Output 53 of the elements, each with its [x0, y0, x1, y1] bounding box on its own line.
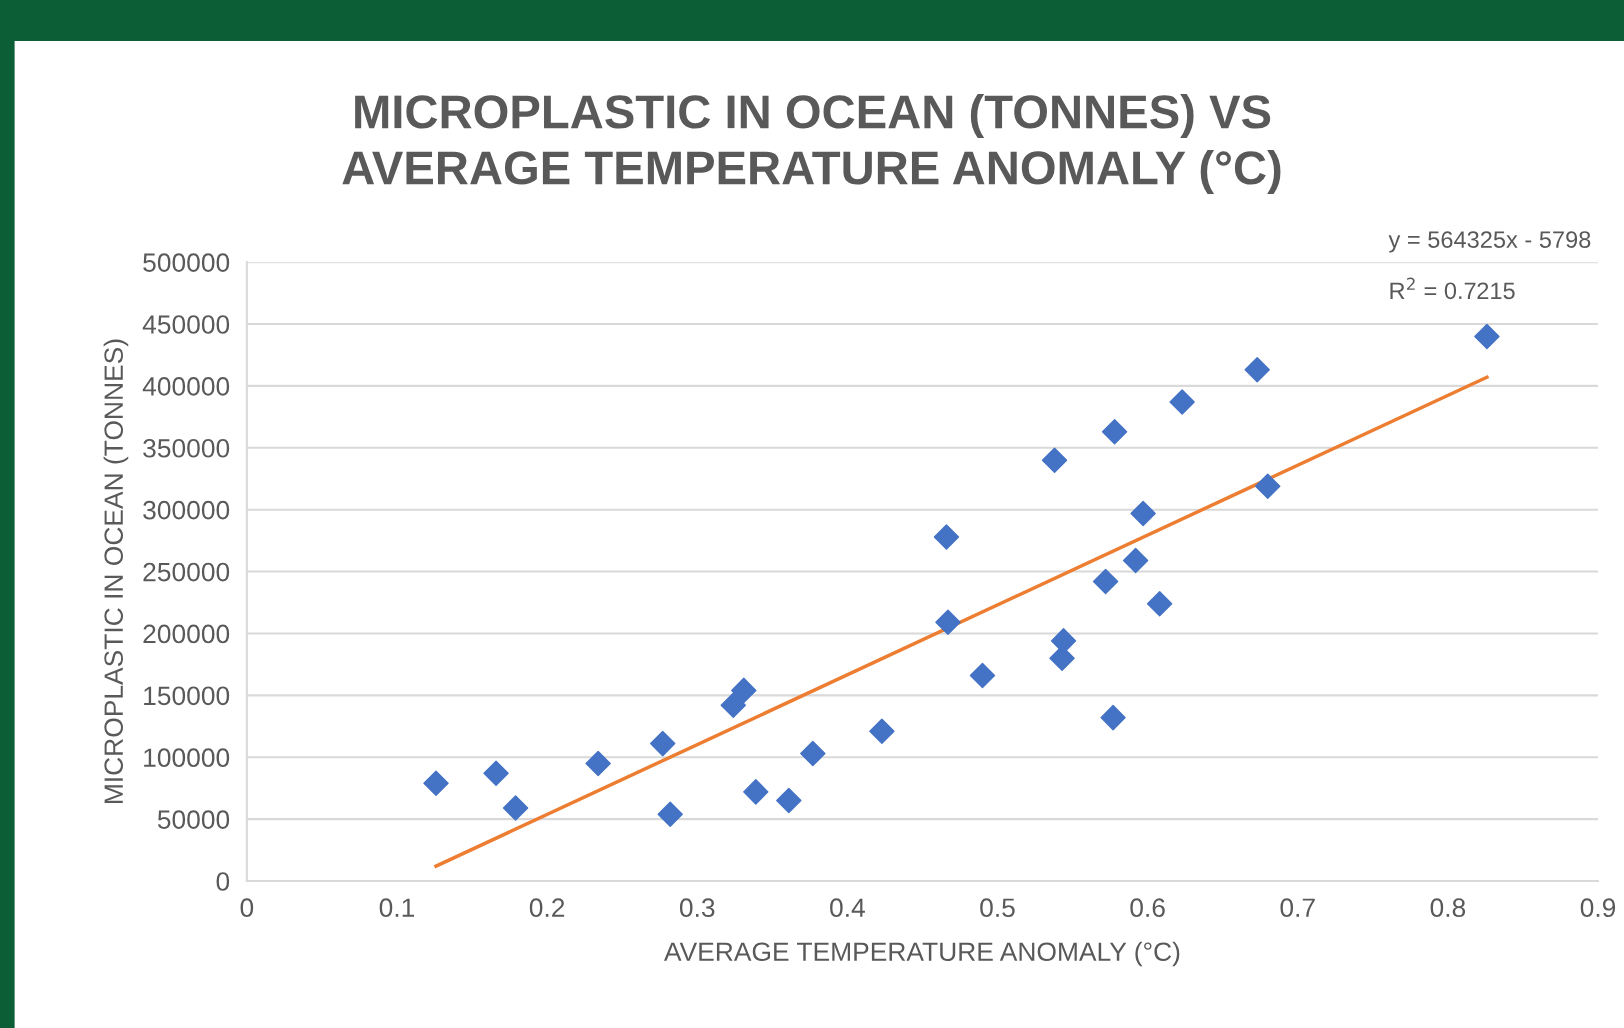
y-tick-label: 100000 — [144, 748, 230, 768]
point — [1255, 473, 1281, 499]
point — [743, 779, 769, 805]
point — [483, 760, 509, 787]
point — [869, 718, 895, 744]
x-tick-label: 0.3 — [679, 898, 715, 918]
chart-title: MICROPLASTIC IN OCEAN (TONNES) VS AVERAGE TEMPERATURE ANOMALY (°C) — [342, 93, 1281, 194]
y-tick-label: 200000 — [143, 624, 230, 644]
x-tick-label: 0.4 — [830, 898, 865, 918]
point — [1146, 591, 1173, 617]
y-tick-label: 150000 — [144, 686, 230, 706]
point — [657, 801, 683, 827]
point — [649, 730, 676, 757]
point — [1050, 628, 1077, 654]
x-tick-label: 0.9 — [1580, 898, 1616, 918]
x-tick-label: 0.7 — [1280, 898, 1315, 918]
point — [1244, 357, 1270, 383]
point — [1130, 500, 1156, 527]
point — [502, 795, 529, 821]
x-tick-label: 0.8 — [1430, 898, 1466, 918]
x-tick-label: 0.5 — [980, 898, 1015, 918]
point — [731, 677, 757, 704]
x-tick-label: 0 — [240, 898, 254, 918]
annotation: R$^{2}$ = 0.7215 — [1390, 277, 1515, 300]
y-axis-title: MICROPLASTIC IN OCEAN (TONNES) — [103, 339, 129, 804]
y-tick-label: 250000 — [143, 562, 230, 582]
point — [1169, 389, 1195, 415]
point — [776, 787, 802, 814]
point — [1041, 447, 1068, 473]
y-tick-label: 0 — [216, 872, 230, 891]
point — [1101, 418, 1128, 445]
y-tick-label: 300000 — [143, 500, 230, 520]
point — [1122, 547, 1149, 574]
y-tick-label: 500000 — [143, 253, 230, 272]
x-tick-label: 0.1 — [379, 898, 415, 918]
point — [1092, 568, 1119, 595]
x-axis-title: AVERAGE TEMPERATURE ANOMALY (°C) — [663, 941, 1180, 967]
point — [720, 692, 746, 718]
point — [800, 740, 826, 767]
point — [423, 770, 449, 796]
point — [933, 524, 960, 550]
x-tick-label: 0.6 — [1130, 898, 1165, 918]
y-tick-label: 400000 — [142, 377, 230, 396]
y-tick-label: 450000 — [142, 315, 230, 334]
y-tick-label: 350000 — [143, 438, 230, 458]
text: y = 564325x - 5798 — [1388, 231, 1591, 253]
point — [585, 750, 611, 777]
point — [1474, 323, 1500, 350]
x-tick-label: 0.2 — [529, 898, 565, 918]
y-tick-label: 50000 — [157, 810, 230, 829]
point — [1100, 704, 1126, 731]
point — [935, 609, 961, 636]
point — [969, 662, 996, 689]
